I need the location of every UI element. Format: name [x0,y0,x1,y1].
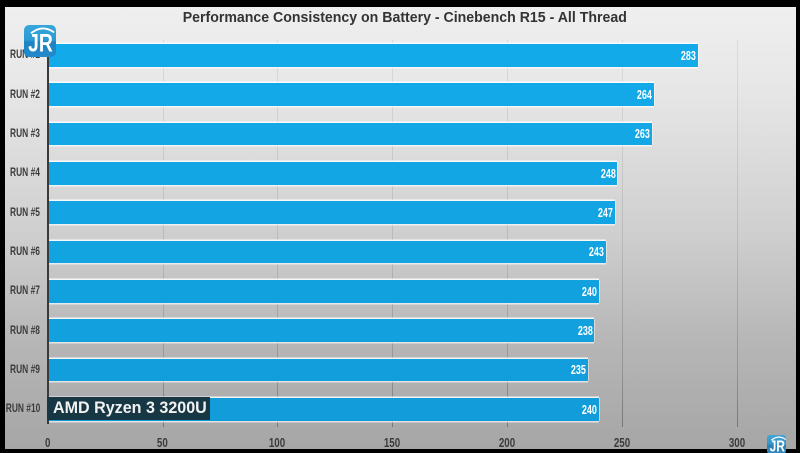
svg-text:JR: JR [29,29,54,57]
svg-text:JR: JR [770,437,785,453]
